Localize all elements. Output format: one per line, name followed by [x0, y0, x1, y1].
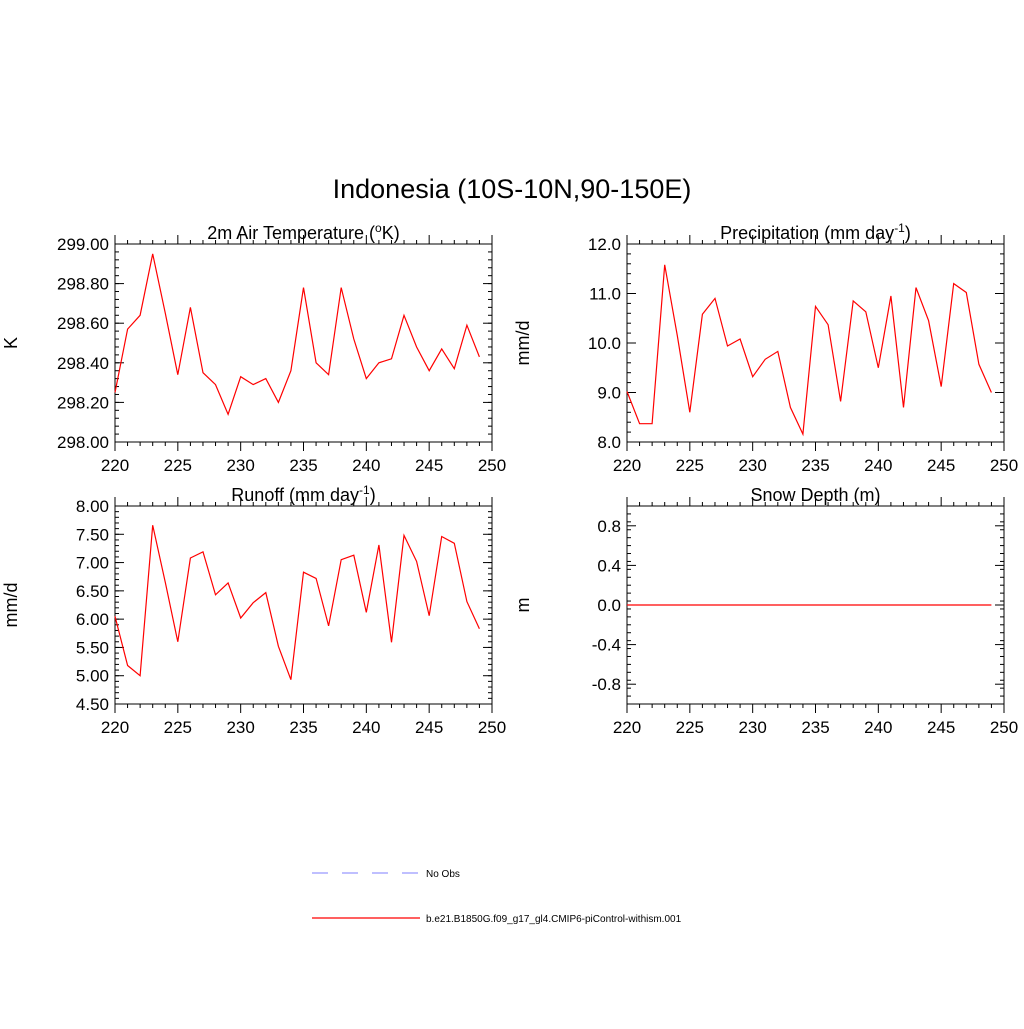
panel-title: Precipitation (mm day-1): [720, 221, 911, 243]
y-tick-label: -0.8: [592, 675, 621, 694]
x-tick-label: 225: [676, 718, 704, 737]
figure-title: Indonesia (10S-10N,90-150E): [333, 174, 692, 204]
panel-title: Snow Depth (m): [750, 485, 880, 505]
y-tick-label: -0.4: [592, 636, 621, 655]
y-tick-label: 5.50: [76, 638, 109, 657]
x-tick-label: 230: [226, 456, 254, 475]
y-tick-label: 8.00: [76, 497, 109, 516]
x-tick-label: 220: [101, 456, 129, 475]
x-tick-label: 245: [415, 456, 443, 475]
x-tick-label: 230: [226, 718, 254, 737]
legend-label: b.e21.B1850G.f09_g17_gl4.CMIP6-piControl…: [426, 914, 682, 925]
x-tick-label: 235: [801, 718, 829, 737]
legend-label: No Obs: [426, 869, 460, 880]
y-tick-label: 7.00: [76, 554, 109, 573]
x-tick-label: 240: [864, 718, 892, 737]
x-tick-label: 245: [415, 718, 443, 737]
y-axis-label: mm/d: [1, 583, 21, 628]
x-tick-label: 250: [478, 456, 506, 475]
panel-3: 220 225 230 235 240 245 250 4.50 5.00 5.50 6.00 6.5…: [1, 483, 506, 737]
y-tick-label: 298.20: [57, 393, 109, 412]
x-tick-label: 235: [801, 456, 829, 475]
x-tick-label: 220: [613, 456, 641, 475]
plot-frame: [114, 505, 493, 705]
panel-4: 220 225 230 235 240 245 250 -0.8 -0.4 0.0 0.4 0.8 Sn…: [513, 485, 1018, 737]
x-tick-label: 230: [738, 718, 766, 737]
y-tick-label: 6.00: [76, 610, 109, 629]
y-tick-label: 0.4: [597, 556, 621, 575]
y-tick-label: 5.00: [76, 667, 109, 686]
y-axis-label: m: [513, 598, 533, 613]
y-tick-label: 298.00: [57, 433, 109, 452]
y-tick-label: 0.8: [597, 517, 621, 536]
panel-title: Runoff (mm day-1): [231, 483, 375, 505]
x-tick-label: 225: [164, 718, 192, 737]
plot-frame: [626, 243, 1005, 443]
panel-2: 220 225 230 235 240 245 250 8.0 9.0 10.0 11.0 12.0 P…: [513, 221, 1018, 475]
y-tick-label: 0.0: [597, 596, 621, 615]
x-tick-label: 250: [990, 718, 1018, 737]
y-tick-label: 298.80: [57, 275, 109, 294]
x-tick-label: 225: [164, 456, 192, 475]
x-tick-label: 230: [738, 456, 766, 475]
panel-1: 220 225 230 235 240 245 250 298.00 298.20 298.40 2…: [1, 221, 506, 475]
x-tick-label: 240: [352, 456, 380, 475]
x-tick-label: 240: [352, 718, 380, 737]
y-tick-label: 12.0: [588, 235, 621, 254]
x-tick-label: 240: [864, 456, 892, 475]
x-tick-label: 250: [990, 456, 1018, 475]
y-tick-label: 8.0: [597, 433, 621, 452]
x-tick-label: 235: [289, 456, 317, 475]
x-tick-label: 220: [613, 718, 641, 737]
y-tick-label: 6.50: [76, 582, 109, 601]
x-tick-label: 250: [478, 718, 506, 737]
panel-title: 2m Air Temperature (oK): [207, 221, 399, 243]
y-tick-label: 298.40: [57, 354, 109, 373]
x-tick-label: 225: [676, 456, 704, 475]
x-tick-label: 235: [289, 718, 317, 737]
y-axis-label: mm/d: [513, 321, 533, 366]
y-tick-label: 4.50: [76, 695, 109, 714]
y-axis-label: K: [1, 337, 21, 349]
legend: No Obs b.e21.B1850G.f09_g17_gl4.CMIP6-piC…: [312, 869, 682, 925]
series-line: [626, 264, 992, 437]
y-tick-label: 299.00: [57, 235, 109, 254]
series-line: [114, 253, 480, 416]
y-tick-label: 298.60: [57, 314, 109, 333]
x-tick-label: 245: [927, 718, 955, 737]
x-tick-label: 245: [927, 456, 955, 475]
y-tick-label: 11.0: [589, 285, 621, 304]
y-tick-label: 10.0: [588, 334, 621, 353]
y-tick-label: 9.0: [597, 384, 621, 403]
series-line: [114, 525, 480, 680]
x-tick-label: 220: [101, 718, 129, 737]
y-tick-label: 7.50: [76, 525, 109, 544]
